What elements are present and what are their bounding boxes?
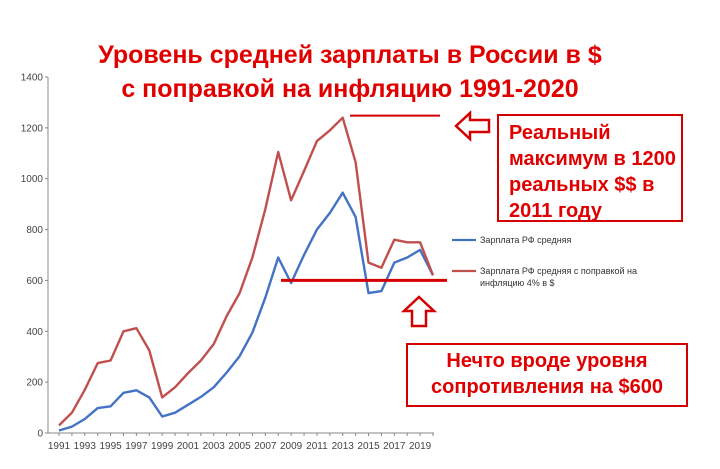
x-tick-label: 2019	[409, 441, 432, 452]
left-arrow-icon	[454, 110, 491, 142]
annotations	[281, 110, 491, 328]
y-tick-label: 600	[26, 276, 43, 287]
y-tick-label: 1200	[21, 123, 44, 134]
x-tick-label: 2007	[254, 441, 277, 452]
x-tick-label: 2001	[177, 441, 200, 452]
x-tick-label: 2015	[357, 441, 380, 452]
chart-title-line1: Уровень средней зарплаты в России в $	[98, 41, 602, 69]
chart-axes	[47, 77, 434, 434]
series-lines	[58, 116, 435, 432]
resistance-callout-line: сопротивления на $600	[431, 376, 663, 398]
max-callout-line: 2011 году	[509, 200, 603, 222]
x-tick-label: 2017	[383, 441, 406, 452]
legend-label: Зарплата РФ средняя	[480, 235, 572, 245]
x-tick-label: 2013	[332, 441, 355, 452]
y-axis-ticks: 0 200 400 600 800 1000 1200 1400	[21, 73, 48, 440]
legend: Зарплата РФ средняя Зарплата РФ средняя с…	[452, 235, 637, 288]
y-tick-label: 0	[37, 429, 43, 440]
y-tick-label: 400	[26, 327, 43, 338]
legend-label: Зарплата РФ средняя с поправкой на	[480, 266, 637, 276]
series-line-inflation-adjusted	[58, 116, 435, 427]
resistance-callout-line: Нечто вроде уровня	[446, 350, 648, 372]
x-axis-ticks: 1991 1993 1995 1997 1999 2001 2003 2005 2007 2009…	[48, 433, 434, 452]
x-tick-label: 2009	[280, 441, 303, 452]
chart-title-line2: с поправкой на инфляцию 1991-2020	[121, 75, 579, 103]
max-callout-line: максимум в 1200	[509, 148, 676, 170]
x-tick-label: 2003	[203, 441, 226, 452]
x-tick-label: 2011	[306, 441, 328, 452]
x-tick-label: 1997	[125, 441, 148, 452]
max-callout-line: Реальный	[509, 122, 611, 144]
x-tick-label: 1991	[48, 441, 71, 452]
x-tick-label: 1993	[74, 441, 97, 452]
y-tick-label: 200	[26, 378, 43, 389]
legend-label: инфляцию 4% в $	[480, 278, 555, 288]
y-tick-label: 800	[26, 225, 43, 236]
x-tick-label: 1995	[99, 441, 122, 452]
series-line-nominal	[58, 191, 435, 432]
resistance-callout: Нечто вроде уровня сопротивления на $600	[406, 343, 688, 407]
x-tick-label: 1999	[151, 441, 174, 452]
x-tick-label: 2005	[228, 441, 251, 452]
max-callout-line: реальных $$ в	[509, 174, 655, 196]
up-arrow-icon	[400, 295, 438, 328]
y-tick-label: 1400	[21, 73, 44, 84]
max-callout: Реальный максимум в 1200 реальных $$ в 2…	[497, 114, 683, 222]
y-tick-label: 1000	[21, 174, 44, 185]
